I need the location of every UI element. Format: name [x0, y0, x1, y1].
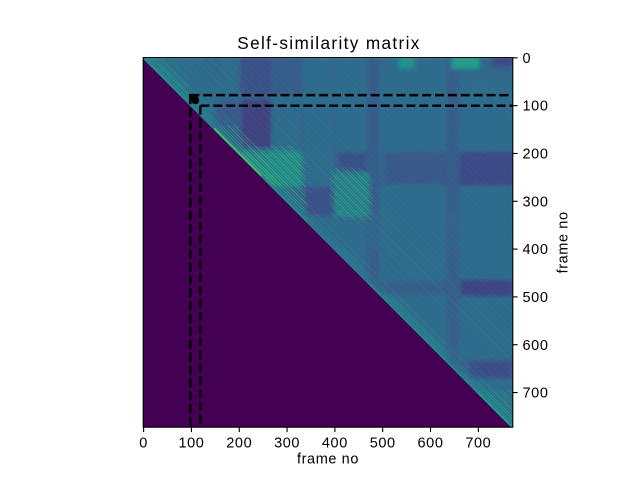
svg-text:100: 100 — [178, 435, 204, 451]
svg-text:frame no: frame no — [297, 451, 359, 467]
svg-text:700: 700 — [465, 435, 491, 451]
svg-text:200: 200 — [226, 435, 252, 451]
svg-text:500: 500 — [370, 435, 396, 451]
svg-text:frame no: frame no — [555, 211, 571, 273]
svg-text:300: 300 — [523, 194, 549, 210]
svg-text:400: 400 — [523, 242, 549, 258]
svg-text:300: 300 — [274, 435, 300, 451]
svg-text:200: 200 — [523, 147, 549, 163]
svg-text:600: 600 — [418, 435, 444, 451]
svg-text:700: 700 — [523, 386, 549, 402]
svg-text:600: 600 — [523, 338, 549, 354]
svg-text:0: 0 — [139, 435, 148, 451]
svg-text:500: 500 — [523, 290, 549, 306]
svg-text:0: 0 — [523, 51, 532, 67]
svg-text:100: 100 — [523, 99, 549, 115]
svg-text:400: 400 — [322, 435, 348, 451]
svg-text:Self-similarity matrix: Self-similarity matrix — [237, 33, 420, 53]
